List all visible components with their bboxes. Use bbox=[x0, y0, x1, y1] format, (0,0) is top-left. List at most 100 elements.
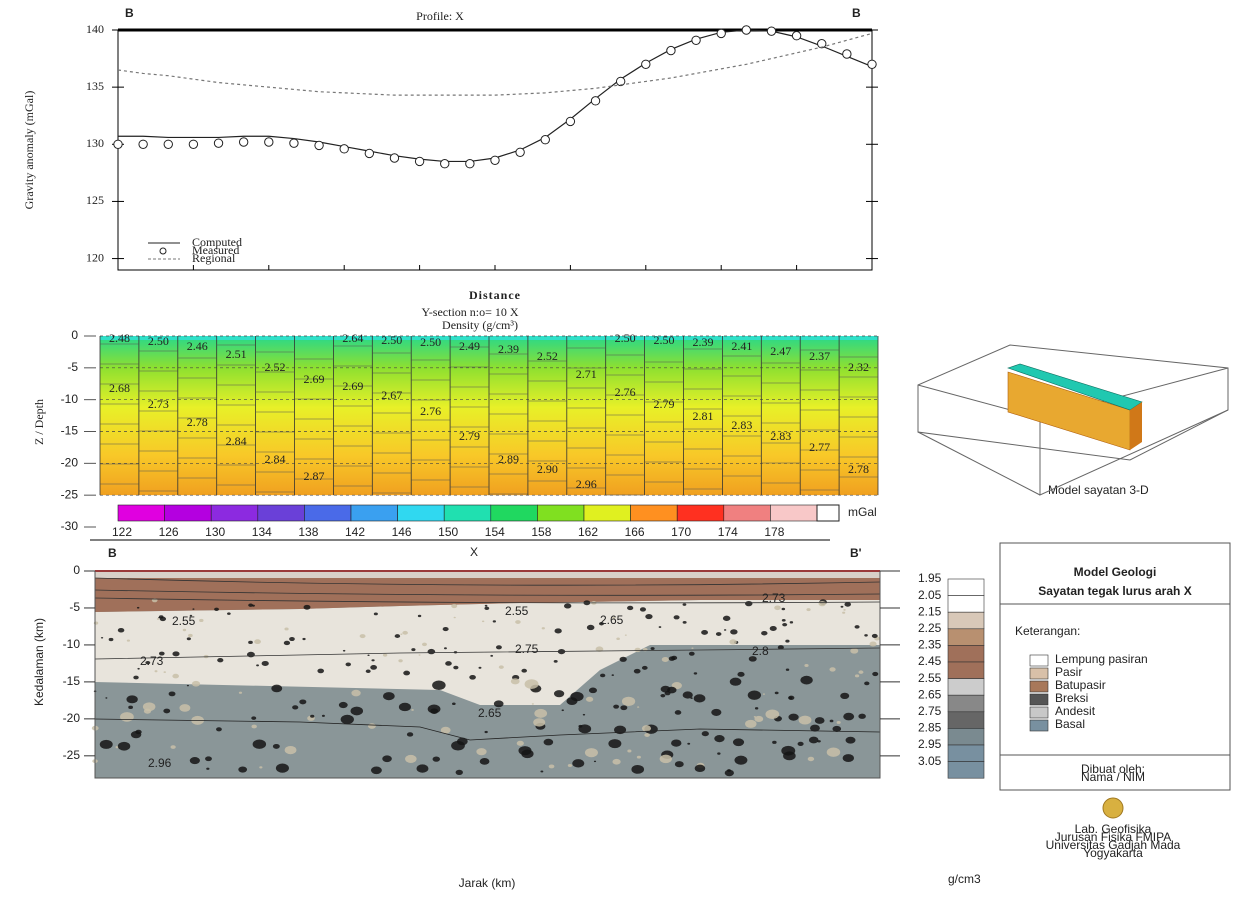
legend-swatch bbox=[1029, 706, 1049, 719]
cell-label: 2.87 bbox=[303, 469, 324, 483]
density-label: 2.55 bbox=[505, 604, 529, 618]
speckle bbox=[163, 671, 166, 673]
speckle bbox=[524, 679, 539, 689]
data-point bbox=[716, 28, 726, 39]
speckle bbox=[553, 659, 558, 663]
y-tick-label: -5 bbox=[69, 600, 80, 614]
speckle bbox=[191, 680, 201, 687]
speckle bbox=[729, 677, 742, 686]
cell-label: 2.50 bbox=[148, 334, 169, 348]
speckle bbox=[303, 604, 311, 610]
density-label: 2.55 bbox=[172, 614, 196, 628]
scale-label: 2.05 bbox=[918, 588, 942, 602]
speckle bbox=[567, 763, 573, 768]
speckle bbox=[627, 749, 632, 753]
speckle bbox=[478, 666, 482, 669]
corner-label: X bbox=[470, 545, 478, 559]
speckle bbox=[858, 713, 866, 719]
speckle bbox=[299, 699, 307, 705]
speckle bbox=[844, 602, 852, 607]
layer-line bbox=[94, 577, 881, 586]
speckle bbox=[238, 691, 243, 694]
cell-label: 2.96 bbox=[576, 477, 597, 491]
colorbar-swatch bbox=[490, 504, 538, 522]
speckle bbox=[701, 731, 709, 737]
speckle bbox=[761, 630, 768, 636]
cell-label: 2.50 bbox=[420, 335, 441, 349]
speckle bbox=[659, 754, 672, 764]
layer-line bbox=[94, 647, 881, 660]
speckle bbox=[371, 659, 375, 662]
speckle bbox=[481, 620, 485, 623]
density-label: 2.65 bbox=[478, 706, 502, 720]
colorbar-label: 150 bbox=[438, 525, 458, 539]
speckle bbox=[518, 746, 532, 756]
speckle bbox=[317, 668, 325, 674]
speckle bbox=[248, 603, 254, 607]
legend-box bbox=[999, 542, 1231, 791]
cell-label: 2.49 bbox=[459, 339, 480, 353]
chart-title: Profile: X bbox=[416, 9, 464, 23]
data-point bbox=[590, 96, 601, 106]
legend-item: Lempung pasiran bbox=[1055, 652, 1148, 666]
data-point bbox=[238, 137, 249, 147]
speckle bbox=[691, 647, 694, 649]
speckle bbox=[671, 655, 678, 660]
colorbar-label: 126 bbox=[159, 525, 179, 539]
speckle bbox=[453, 616, 456, 619]
speckle bbox=[205, 756, 212, 762]
cell-label: 2.77 bbox=[809, 440, 830, 454]
colorbar-swatch bbox=[443, 504, 492, 522]
speckle bbox=[421, 642, 427, 647]
speckle bbox=[498, 665, 504, 669]
cell-label: 2.39 bbox=[498, 342, 519, 356]
speckle bbox=[451, 603, 458, 609]
density-label: 2.73 bbox=[140, 654, 164, 668]
scale-label: 1.95 bbox=[918, 571, 942, 585]
speckle bbox=[762, 693, 765, 695]
speckle bbox=[673, 615, 680, 620]
speckle bbox=[800, 675, 813, 685]
speckle bbox=[798, 715, 812, 725]
y-tick-label: 140 bbox=[86, 22, 104, 36]
speckle bbox=[864, 634, 868, 637]
speckle bbox=[351, 689, 361, 697]
speckle bbox=[864, 681, 870, 686]
speckle bbox=[578, 724, 583, 728]
colorbar-swatch bbox=[770, 504, 818, 522]
speckle bbox=[595, 646, 604, 652]
speckle bbox=[621, 696, 636, 706]
data-point bbox=[440, 159, 450, 169]
speckle bbox=[117, 627, 125, 633]
scale-swatch bbox=[947, 578, 985, 596]
speckle bbox=[789, 621, 794, 624]
legend-item: Breksi bbox=[1055, 691, 1088, 705]
speckle bbox=[748, 656, 757, 662]
speckle bbox=[432, 756, 441, 762]
inset-3d bbox=[917, 344, 1229, 496]
colorbar-swatch bbox=[816, 504, 840, 522]
colorbar-swatch bbox=[304, 504, 352, 522]
scale-label: 2.55 bbox=[918, 671, 942, 685]
data-point bbox=[817, 39, 827, 49]
colorbar-swatch bbox=[397, 504, 445, 522]
colorbar-label: 122 bbox=[112, 525, 132, 539]
legend-heading: Keterangan: bbox=[1015, 624, 1080, 638]
data-point bbox=[289, 138, 299, 148]
y-tick-label: 130 bbox=[86, 136, 104, 150]
speckle bbox=[582, 713, 586, 716]
speckle bbox=[836, 721, 841, 724]
speckle bbox=[256, 664, 259, 667]
cell-label: 2.64 bbox=[342, 331, 363, 345]
data-point bbox=[641, 59, 651, 69]
speckle bbox=[214, 607, 219, 611]
inset-label: Model sayatan 3-D bbox=[1048, 483, 1149, 497]
y-tick-label: -25 bbox=[63, 748, 81, 762]
speckle bbox=[754, 715, 764, 723]
speckle bbox=[634, 647, 641, 653]
legend-swatch bbox=[1029, 693, 1049, 706]
scale-label: 2.35 bbox=[918, 638, 942, 652]
data-point bbox=[842, 49, 852, 59]
y-tick-label: 135 bbox=[86, 79, 104, 93]
speckle bbox=[769, 626, 777, 631]
